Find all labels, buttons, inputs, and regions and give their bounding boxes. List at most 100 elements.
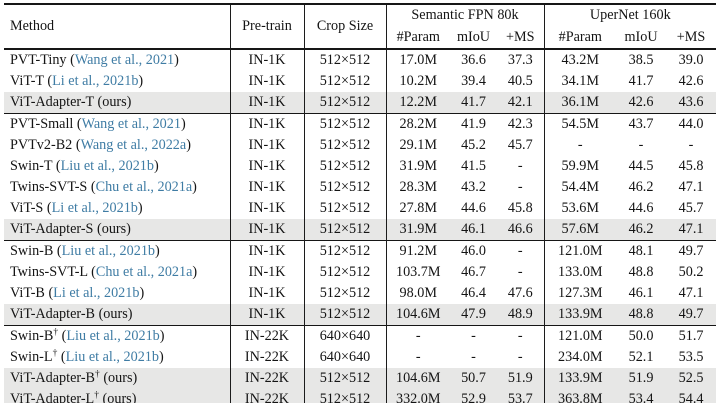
fpn-miou-cell: 43.2: [461, 178, 486, 195]
citation-link[interactable]: Chu et al., 2021a: [95, 263, 193, 280]
method-name: ViT-B: [10, 284, 45, 301]
upernet-ms-cell: 51.7: [666, 325, 717, 347]
upernet-miou-cell: -: [638, 136, 644, 153]
upernet-ms-cell: 49.7: [666, 304, 717, 326]
table-row: Swin-B† (Liu et al., 2021b) IN-22K 640×640…: [4, 325, 717, 347]
fpn-miou-cell: 41.5: [461, 157, 486, 174]
pretrain-cell: IN-1K: [230, 198, 305, 219]
fpn-ms-cell: 40.5: [497, 71, 545, 92]
table-row: Twins-SVT-L (Chu et al., 2021a) IN-1K 512×…: [4, 262, 716, 283]
group-header-upernet: UperNet 160k: [589, 7, 671, 24]
fpn-miou-cell: 46.1: [450, 219, 497, 241]
upernet-ms-cell: -: [688, 136, 694, 153]
citation-link[interactable]: Wang et al., 2021: [81, 115, 181, 132]
method-name: Twins-SVT-L: [10, 263, 88, 280]
upernet-param-cell: 36.1M: [544, 92, 617, 114]
upernet-miou-cell: 42.6: [616, 92, 667, 114]
fpn-ms-cell: -: [497, 347, 545, 368]
upernet-param-cell: 43.2M: [561, 51, 599, 68]
fpn-miou-cell: 46.7: [461, 263, 486, 280]
citation-link[interactable]: Li et al., 2021b: [53, 284, 140, 301]
method-cell: PVT-Small (Wang et al., 2021): [4, 113, 231, 135]
crop-size-cell: 512×512: [304, 240, 387, 262]
crop-size-cell: 512×512: [304, 49, 387, 71]
method-cell: ViT-T (Li et al., 2021b): [4, 71, 231, 92]
pretrain-cell: IN-1K: [230, 240, 305, 262]
citation-link[interactable]: Chu et al., 2021a: [95, 178, 193, 195]
fpn-ms-cell: 42.1: [497, 92, 545, 114]
upernet-ms-cell: 45.7: [678, 199, 704, 216]
fpn-miou-cell: 46.0: [450, 240, 497, 262]
pretrain-cell: IN-1K: [230, 156, 305, 177]
upernet-miou-cell: 53.4: [616, 389, 667, 403]
table-row: ViT-T (Li et al., 2021b) IN-1K 512×512 10.2…: [4, 71, 716, 92]
ours-note: (ours): [95, 305, 133, 322]
fpn-ms-cell: 53.7: [497, 389, 545, 403]
fpn-param-cell: 29.1M: [399, 136, 437, 153]
citation-link[interactable]: Liu et al., 2021b: [65, 348, 159, 365]
fpn-miou-cell: -: [471, 348, 476, 365]
fpn-miou-cell: -: [450, 325, 497, 347]
upernet-param-cell: 234.0M: [558, 348, 603, 365]
method-cell: ViT-B (Li et al., 2021b): [4, 283, 231, 304]
method-cell: Twins-SVT-S (Chu et al., 2021a): [4, 177, 231, 198]
pretrain-cell: IN-1K: [230, 92, 305, 114]
subheader-upernet-ms: +MS: [666, 27, 717, 50]
crop-size-cell: 512×512: [304, 283, 387, 304]
column-header-pretrain: Pre-train: [230, 4, 305, 50]
method-cell: Swin-B† (Liu et al., 2021b): [4, 325, 231, 347]
citation-link[interactable]: Li et al., 2021b: [52, 72, 139, 89]
crop-size-cell: 512×512: [304, 219, 387, 241]
fpn-param-cell: 91.2M: [386, 240, 450, 262]
crop-size-cell: 512×512: [304, 92, 387, 114]
upernet-miou-cell: 38.5: [628, 51, 654, 68]
column-header-method: Method: [4, 4, 231, 50]
subheader-upernet-miou: mIoU: [616, 27, 667, 50]
citation-link[interactable]: Li et al., 2021b: [51, 199, 138, 216]
fpn-ms-cell: -: [497, 325, 545, 347]
fpn-miou-cell: 47.9: [450, 304, 497, 326]
citation-link[interactable]: Liu et al., 2021b: [66, 327, 160, 344]
pretrain-cell: IN-1K: [230, 71, 305, 92]
table-row: Swin-B (Liu et al., 2021b) IN-1K 512×512 91…: [4, 240, 717, 262]
upernet-miou-cell: 48.8: [616, 304, 667, 326]
method-name: ViT-Adapter-B: [10, 369, 96, 386]
table-row: ViT-Adapter-B† (ours) IN-22K 512×512 104.6M…: [4, 368, 717, 389]
pretrain-cell: IN-1K: [230, 49, 305, 71]
table-row: PVTv2-B2 (Wang et al., 2022a) IN-1K 512×51…: [4, 135, 716, 156]
table-row: ViT-B (Li et al., 2021b) IN-1K 512×512 98.0…: [4, 283, 716, 304]
citation-link[interactable]: Liu et al., 2021b: [61, 242, 156, 259]
subheader-fpn-ms: +MS: [497, 27, 545, 50]
fpn-ms-cell: 51.9: [497, 368, 545, 389]
citation-link[interactable]: Wang et al., 2022a: [80, 136, 187, 153]
method-name: Swin-B: [10, 242, 54, 259]
fpn-ms-cell: 48.9: [497, 304, 545, 326]
method-cell: ViT-Adapter-T (ours): [4, 92, 231, 114]
upernet-miou-cell: 46.2: [628, 178, 654, 195]
upernet-param-cell: 363.8M: [544, 389, 617, 403]
subheader-upernet-param: #Param: [544, 27, 617, 50]
upernet-ms-cell: 49.7: [666, 240, 717, 262]
upernet-ms-cell: 42.6: [678, 72, 704, 89]
upernet-param-cell: 59.9M: [561, 157, 599, 174]
citation-link[interactable]: Liu et al., 2021b: [60, 157, 154, 174]
crop-size-cell: 512×512: [304, 135, 387, 156]
pretrain-cell: IN-1K: [230, 135, 305, 156]
fpn-param-cell: 332.0M: [386, 389, 450, 403]
fpn-param-cell: 27.8M: [399, 199, 437, 216]
method-cell: ViT-Adapter-B† (ours): [4, 368, 231, 389]
upernet-ms-cell: 47.1: [678, 178, 704, 195]
method-cell: ViT-Adapter-S (ours): [4, 219, 231, 241]
fpn-param-cell: 103.7M: [395, 263, 441, 280]
crop-size-cell: 512×512: [304, 304, 387, 326]
method-cell: Twins-SVT-L (Chu et al., 2021a): [4, 262, 231, 283]
fpn-miou-cell: 45.2: [461, 136, 486, 153]
fpn-ms-cell: 45.8: [497, 198, 545, 219]
dagger-icon: †: [52, 348, 58, 359]
table-row: PVT-Small (Wang et al., 2021) IN-1K 512×51…: [4, 113, 717, 135]
pretrain-cell: IN-1K: [230, 304, 305, 326]
citation-link[interactable]: Wang et al., 2021: [74, 51, 175, 68]
upernet-param-cell: 121.0M: [544, 325, 617, 347]
method-name: ViT-S: [10, 199, 44, 216]
